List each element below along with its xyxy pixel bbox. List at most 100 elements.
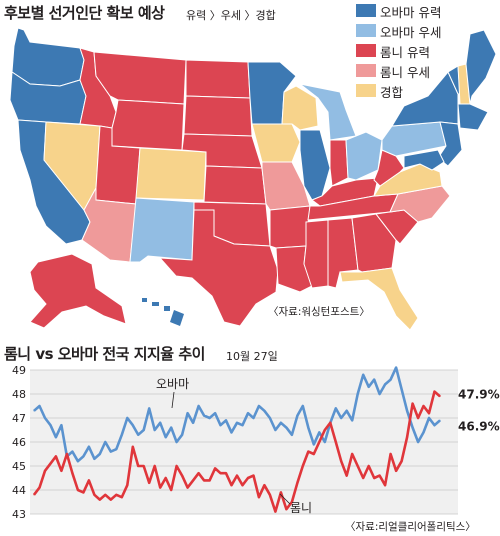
data-point — [33, 494, 35, 496]
data-point — [192, 422, 194, 424]
data-point — [121, 496, 123, 498]
state-colorado — [135, 147, 207, 201]
data-point — [390, 379, 392, 381]
y-tick-label: 47 — [12, 412, 26, 425]
legend-label: 경합 — [380, 85, 404, 100]
data-point — [71, 472, 74, 474]
state-wyoming — [111, 99, 185, 151]
data-point — [99, 453, 101, 455]
data-point — [346, 410, 348, 412]
data-point — [115, 448, 117, 450]
state-maine — [465, 29, 497, 105]
state-south-dakota — [183, 95, 253, 137]
data-point — [258, 405, 260, 407]
data-point — [280, 422, 282, 424]
data-point — [422, 431, 425, 433]
data-point — [225, 419, 227, 421]
state-kansas — [203, 165, 267, 205]
map-subtitle: 유력 〉우세 〉경합 — [186, 9, 276, 22]
data-point — [417, 417, 419, 419]
data-point — [38, 405, 41, 407]
data-point — [335, 407, 337, 409]
data-point — [439, 419, 441, 421]
state-washington — [11, 27, 85, 87]
data-point — [291, 434, 293, 436]
series-annotation-romney: 롬니 — [290, 501, 312, 515]
data-point — [60, 424, 63, 426]
data-point — [263, 484, 266, 486]
data-point — [340, 460, 342, 462]
data-point — [241, 424, 244, 426]
data-point — [49, 463, 52, 465]
data-point — [88, 446, 90, 448]
data-point — [428, 417, 430, 419]
data-point — [77, 460, 79, 462]
data-point — [351, 419, 353, 421]
data-point — [313, 453, 315, 455]
data-point — [126, 417, 128, 419]
data-point — [132, 446, 134, 448]
data-point — [208, 417, 211, 419]
data-point — [400, 460, 403, 462]
end-value-label: 47.9% — [458, 387, 500, 401]
data-point — [307, 451, 309, 453]
legend-item-romney-safe: 롬니 유력 — [352, 40, 496, 60]
data-point — [93, 494, 95, 496]
data-point — [258, 496, 260, 498]
data-point — [406, 410, 408, 412]
state-arkansas — [269, 205, 311, 249]
state-alaska — [29, 253, 127, 329]
legend-item-romney-lean: 롬니 우세 — [352, 60, 496, 80]
data-point — [329, 422, 331, 424]
data-point — [143, 429, 145, 431]
data-point — [132, 424, 134, 426]
data-point — [110, 499, 112, 501]
legend-label: 오바마 우세 — [380, 25, 442, 40]
data-point — [247, 477, 249, 479]
y-tick-label: 44 — [12, 484, 26, 497]
series-annotation-obama: 오바마 — [156, 377, 189, 391]
data-point — [357, 465, 359, 467]
data-point — [170, 427, 172, 429]
end-value-label: 46.9% — [458, 419, 500, 433]
data-point — [225, 472, 227, 474]
legend-label: 롬니 우세 — [380, 65, 430, 80]
data-point — [302, 405, 304, 407]
state-michigan — [299, 83, 357, 141]
y-axis-ticks: 43 44 45 46 47 48 49 — [12, 364, 26, 520]
data-point — [203, 415, 205, 417]
data-point — [197, 472, 200, 474]
data-point — [143, 465, 145, 467]
data-point — [115, 494, 117, 496]
data-point — [340, 417, 342, 419]
state-indiana — [329, 139, 349, 187]
map-legend: 오바마 유력 오바마 우세 롬니 유력 롬니 우세 경합 — [352, 0, 496, 100]
data-point — [66, 453, 68, 455]
data-point — [263, 410, 266, 412]
state-texas — [158, 209, 279, 327]
state-florida — [339, 267, 419, 331]
data-point — [203, 479, 205, 481]
y-tick-label: 45 — [12, 460, 26, 473]
data-point — [159, 422, 161, 424]
data-point — [318, 431, 320, 433]
data-point — [280, 491, 282, 493]
data-point — [181, 475, 183, 477]
data-point — [324, 429, 326, 431]
map-title: 후보별 선거인단 확보 예상 — [4, 4, 165, 22]
y-tick-label: 48 — [12, 388, 26, 401]
data-point — [324, 441, 326, 443]
data-point — [296, 415, 298, 417]
legend-swatch — [356, 64, 376, 77]
data-point — [230, 484, 233, 486]
data-point — [395, 367, 397, 369]
data-point — [159, 487, 161, 489]
data-point — [351, 453, 353, 455]
data-point — [219, 472, 222, 474]
data-point — [296, 482, 298, 484]
state-new-england-south — [457, 103, 489, 131]
state-maryland — [403, 149, 445, 171]
data-point — [395, 470, 397, 472]
